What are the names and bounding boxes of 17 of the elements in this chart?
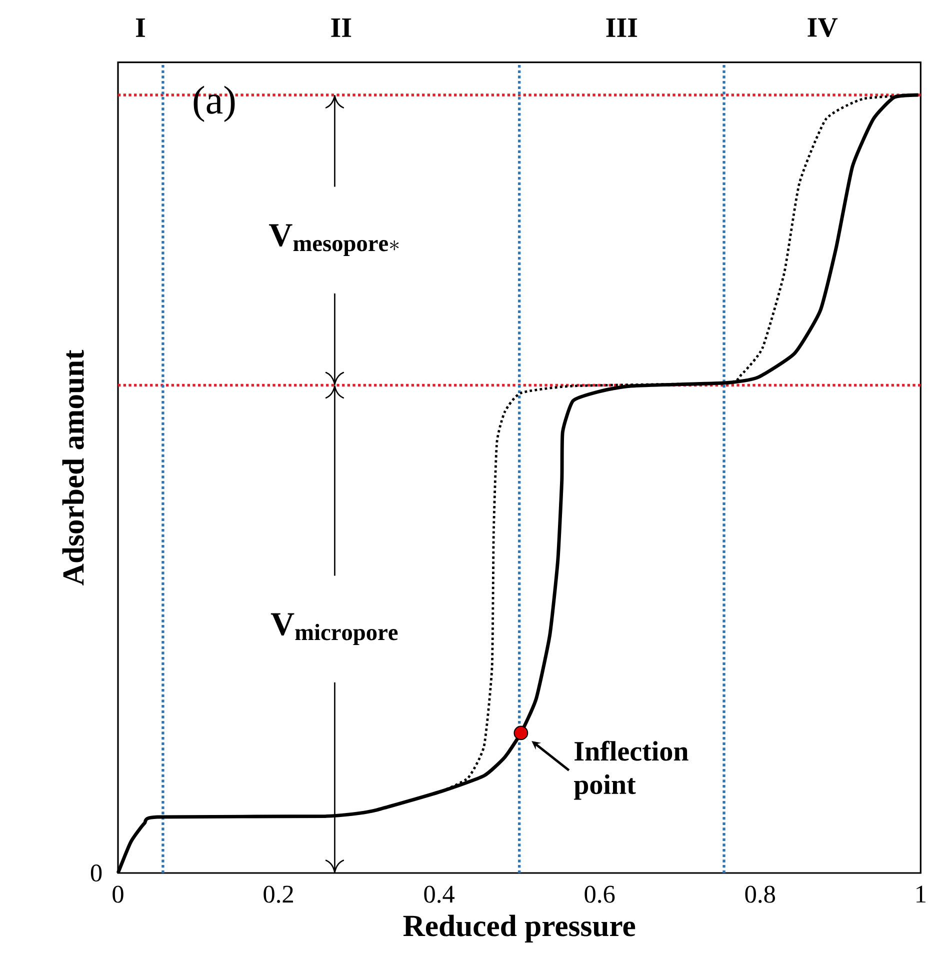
text: I [136, 18, 145, 37]
x-tick-label: 0.4 [424, 886, 455, 903]
x-tick-label: 1 [916, 886, 926, 902]
x-tick-label: 0.2 [264, 886, 293, 903]
annotation: $\mathbf{V_{micropore}}$ [270, 613, 398, 645]
x-tick-label: 0.6 [584, 886, 615, 903]
text: II [331, 18, 352, 37]
text: III [606, 18, 638, 37]
x-tick-label: 0 [112, 886, 124, 903]
text: 0 [90, 864, 102, 882]
annotation: (a) [194, 86, 235, 122]
text: IV [808, 18, 838, 38]
x-tick-label: 0.8 [745, 886, 775, 903]
annotation: $\mathbf{V_{mesopore*}}$ [269, 224, 399, 256]
y-axis-title: Adsorbed amount [62, 350, 84, 586]
annotation: Inflection point [574, 740, 688, 800]
x-axis-title: Reduced pressure [403, 914, 636, 943]
